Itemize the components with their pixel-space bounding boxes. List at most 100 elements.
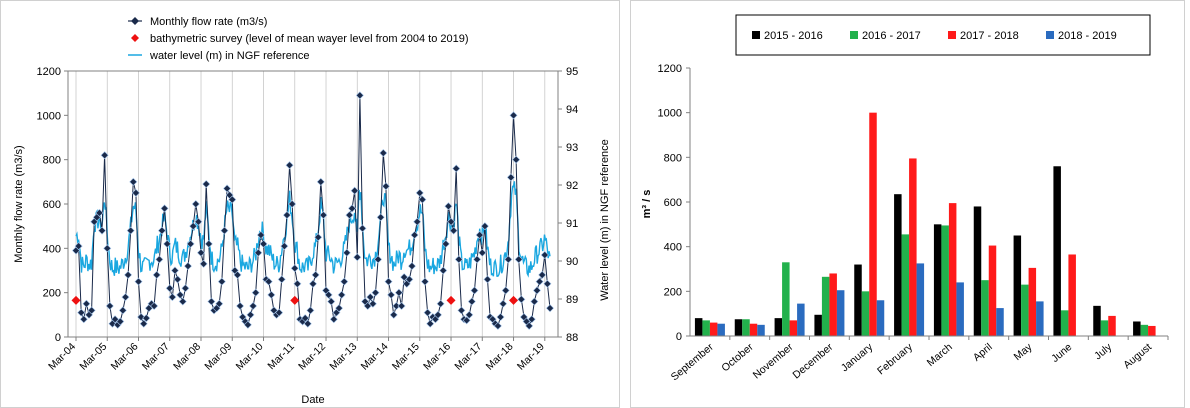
flow-rate-point (259, 239, 268, 248)
bathymetric-series (71, 295, 519, 305)
bar-legend-box (735, 14, 1151, 56)
flow-rate-point (413, 217, 422, 226)
bar (973, 206, 982, 336)
right-y-tick-label: 92 (566, 180, 578, 192)
flow-rate-point (415, 188, 424, 197)
right-y-tick-label: 95 (566, 66, 578, 78)
flow-rate-point (207, 297, 216, 306)
bar-y-tick-label: 1000 (658, 108, 682, 120)
flow-rate-point (103, 244, 112, 253)
right-y-tick-label: 93 (566, 142, 578, 154)
legend-label: 2015 - 2016 (764, 30, 823, 42)
flow-rate-point (95, 208, 104, 217)
right-y-tick-label: 91 (566, 218, 578, 230)
flow-rate-point (243, 320, 252, 329)
legend-item-bathymetric: bathymetric survey (level of mean wayer … (131, 33, 469, 45)
flow-rate-point (449, 226, 458, 235)
flow-rate-point (267, 290, 276, 299)
bar (709, 322, 718, 336)
flow-rate-point (282, 211, 291, 220)
flow-rate-point (384, 277, 393, 286)
legend-item-water-level: water level (m) in NGF reference (128, 50, 310, 62)
flow-rate-point (400, 273, 409, 282)
flow-rate-point (381, 182, 390, 191)
flow-rate-point (454, 255, 463, 264)
flow-rate-point (126, 226, 135, 235)
flow-rate-point (173, 275, 182, 284)
bar-y-tick-label: 1200 (658, 63, 682, 75)
bar (996, 308, 1004, 336)
flow-rate-point (249, 301, 258, 310)
flow-rate-point (407, 262, 416, 271)
flow-rate-point (545, 304, 555, 313)
bar (869, 112, 877, 337)
left-y-tick-label: 200 (43, 288, 61, 300)
bar (1028, 267, 1037, 336)
bar-y-tick-label: 600 (664, 197, 682, 209)
bar (814, 314, 822, 336)
flow-rate-point (480, 222, 489, 231)
bar (1053, 166, 1061, 336)
flow-rate-point (157, 226, 166, 235)
bar (774, 318, 783, 336)
bar (1100, 320, 1109, 336)
flow-rate-point (168, 293, 177, 302)
flow-rate-point (444, 202, 453, 211)
flow-rate-point (178, 297, 187, 306)
left-y-tick-label: 800 (43, 155, 61, 167)
flow-rate-point (116, 317, 125, 326)
bar (734, 319, 743, 336)
flow-rate-point (358, 224, 367, 233)
flow-rate-point (306, 306, 315, 315)
flow-rate-point (410, 231, 419, 240)
flow-rate-point (100, 151, 109, 160)
flow-rate-point (423, 308, 432, 317)
flow-rate-point (394, 288, 403, 297)
flow-rate-point (501, 286, 510, 295)
flow-rate-point (204, 239, 213, 248)
bar (876, 300, 885, 336)
left-y-tick-label: 0 (55, 332, 61, 344)
legend-swatch (850, 31, 858, 39)
flow-rate-point (124, 270, 133, 279)
bar (901, 234, 910, 336)
left-y-tick-label: 1200 (37, 66, 61, 78)
bar (933, 224, 942, 336)
bar (829, 273, 837, 336)
flow-rate-point (202, 180, 211, 189)
left-y-tick-label: 1000 (37, 110, 61, 122)
bar (1140, 324, 1149, 336)
flow-rate-point (540, 250, 549, 260)
flow-rate-point (74, 242, 83, 251)
bar-y-tick-label: 400 (664, 242, 682, 254)
flow-rate-point (348, 204, 357, 213)
flow-rate-point (293, 279, 302, 288)
bar (981, 280, 989, 336)
x-axis-label: Date (301, 394, 324, 406)
flow-rate-point (457, 306, 466, 315)
flow-rate-point (118, 306, 127, 315)
bar (717, 323, 725, 336)
bathymetric-point (509, 295, 519, 305)
bar (894, 194, 902, 336)
flow-rate-point (316, 177, 325, 186)
flow-rate-point (527, 315, 536, 324)
bar (789, 320, 798, 336)
flow-rate-point (483, 275, 492, 284)
bar (757, 324, 765, 336)
flow-rate-point (345, 211, 354, 220)
flow-rate-point (447, 217, 456, 226)
bar (782, 262, 790, 336)
flow-rate-point (288, 199, 297, 209)
flow-rate-point (82, 299, 91, 308)
flow-rate-point (254, 248, 263, 257)
bar (916, 263, 925, 336)
bar (1133, 321, 1141, 336)
flow-rate-point (194, 217, 203, 226)
flow-rate-point (236, 301, 245, 310)
flow-rate-point (191, 199, 200, 209)
flow-rate-point (376, 213, 385, 222)
flow-rate-point (496, 313, 505, 322)
flow-rate-point (314, 233, 323, 242)
flow-rate-point (366, 293, 375, 302)
